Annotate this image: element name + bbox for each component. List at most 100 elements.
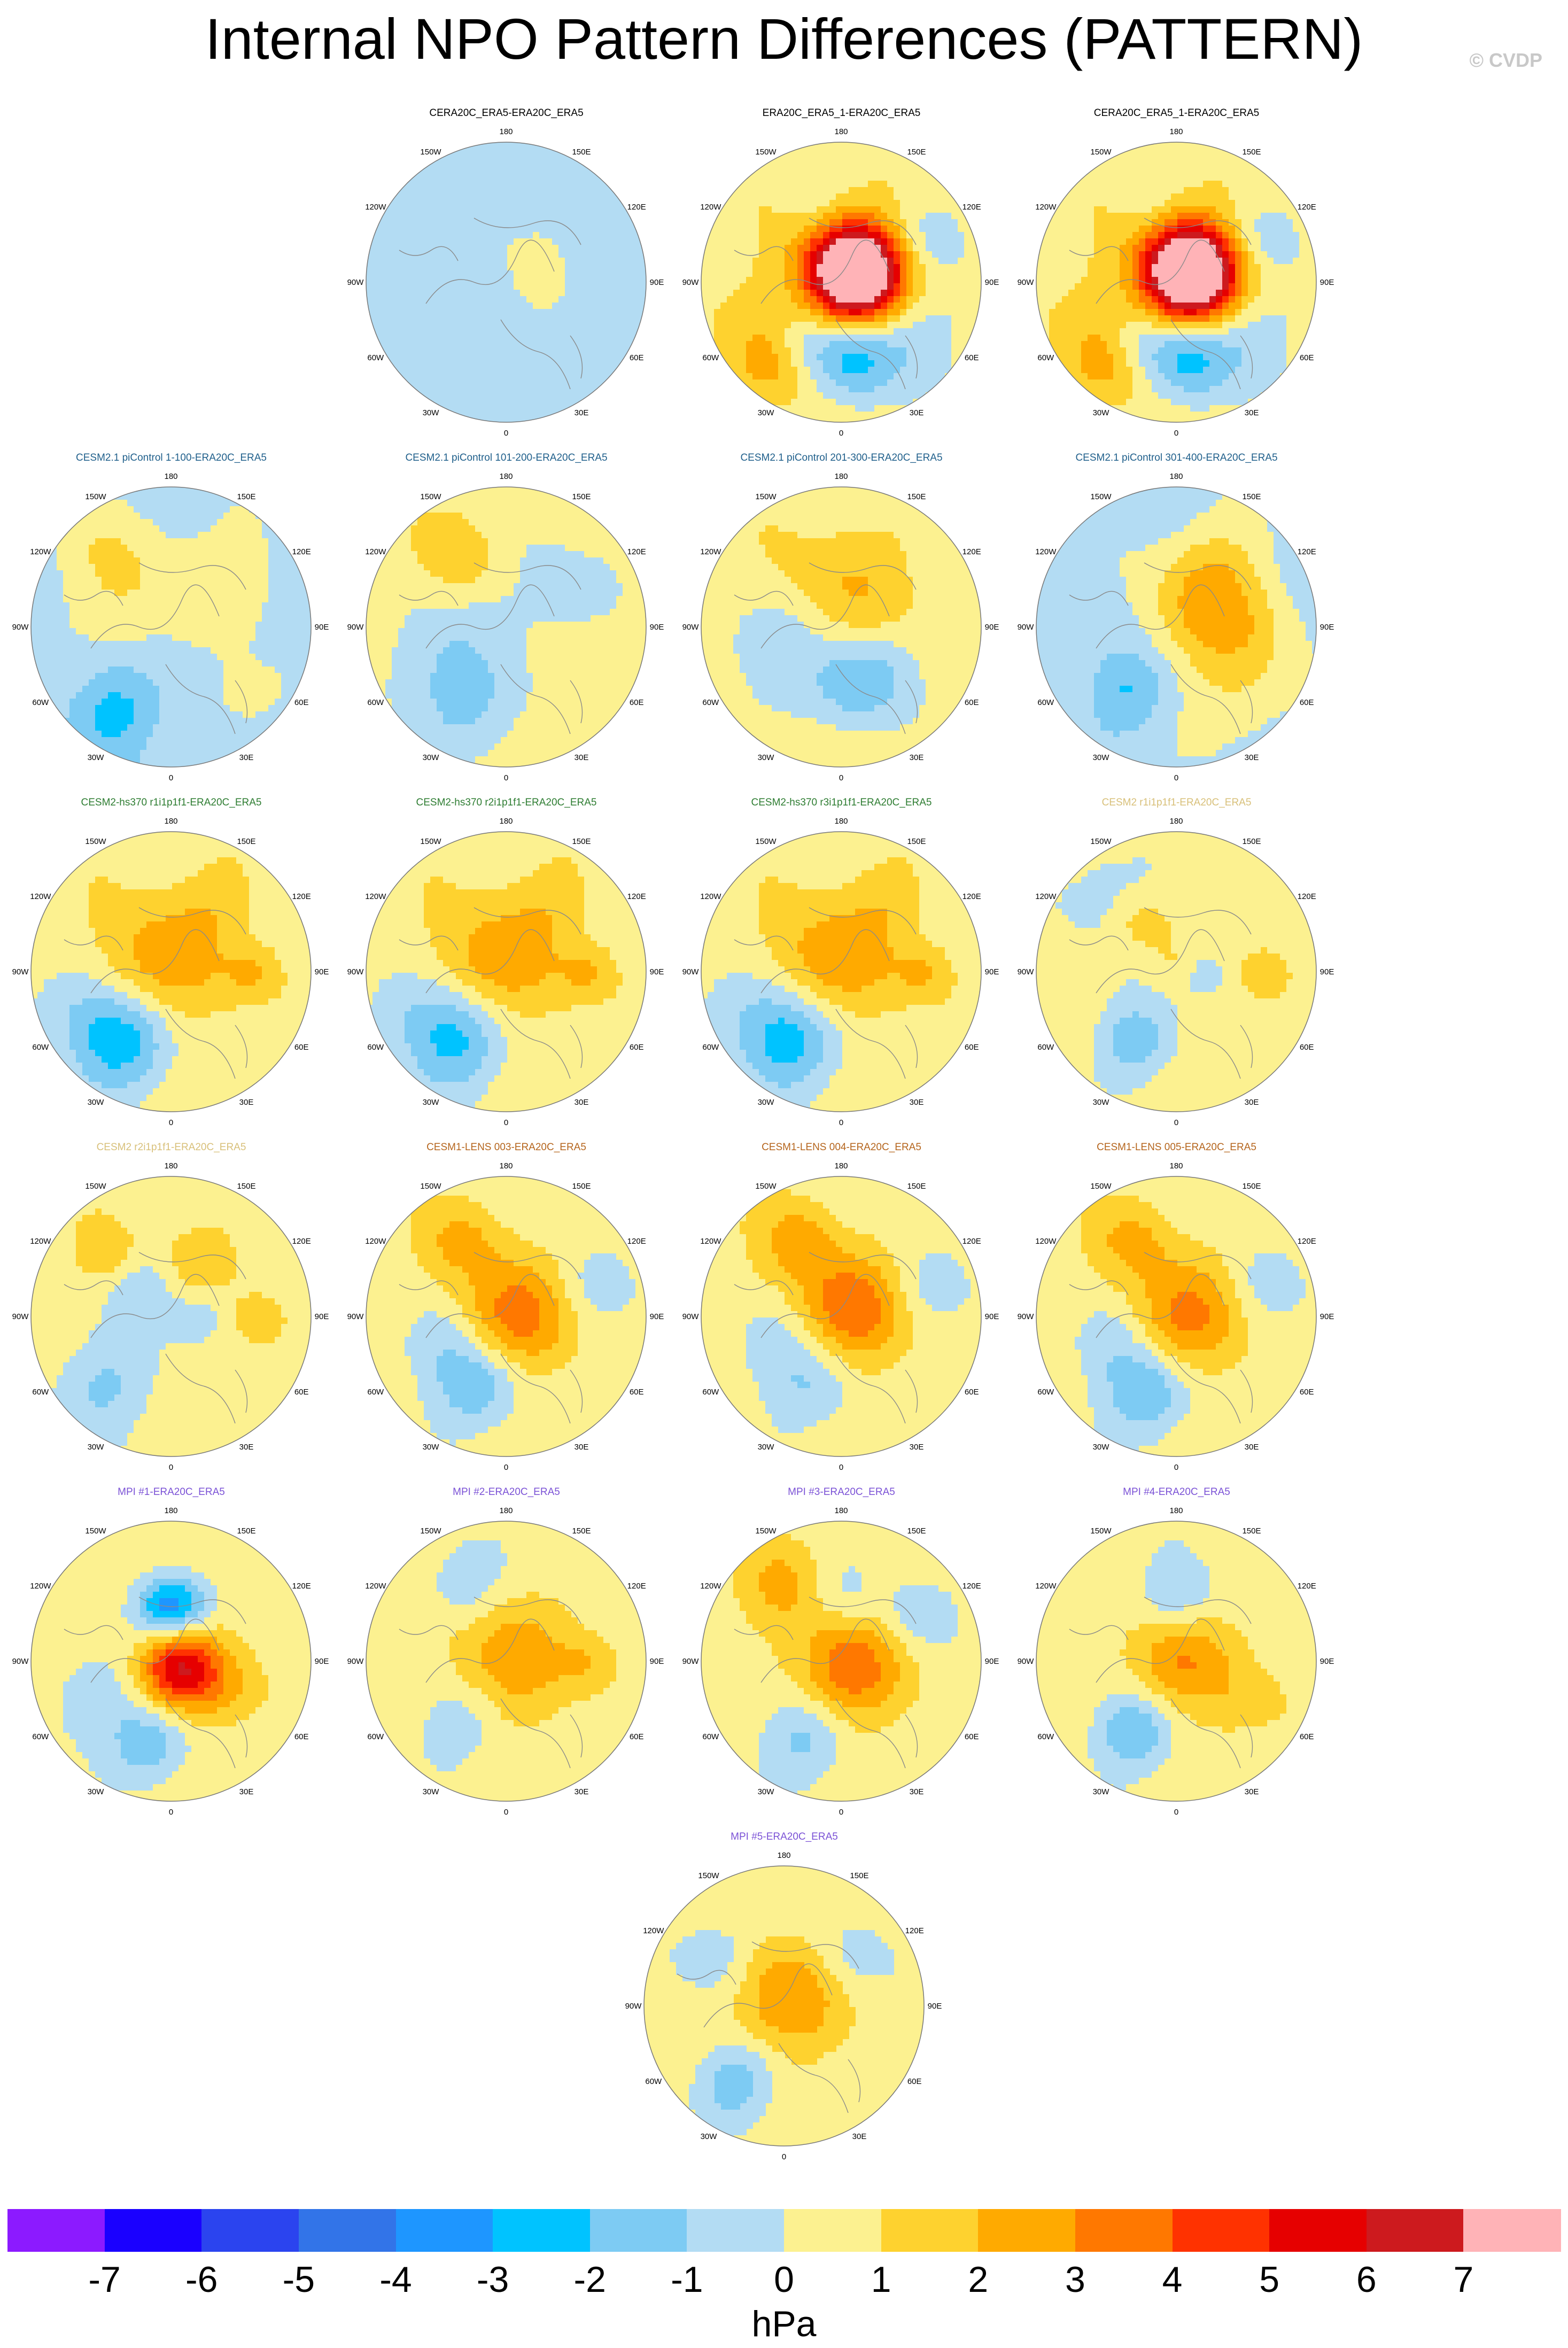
- longitude-label: 120W: [700, 547, 721, 556]
- longitude-label: 60E: [965, 698, 979, 707]
- longitude-label: 180: [1169, 1506, 1183, 1515]
- longitude-label: 120E: [292, 1582, 311, 1591]
- longitude-label: 30E: [239, 753, 254, 762]
- longitude-label: 150W: [1090, 1526, 1112, 1536]
- longitude-label: 60E: [965, 1388, 979, 1397]
- longitude-label: 0: [1174, 773, 1178, 782]
- longitude-label: 60W: [32, 1043, 49, 1052]
- map-panel: CESM2 r2i1p1f1-ERA20C_ERA5 180 150E 120E 90E…: [4, 1141, 339, 1478]
- longitude-label: 180: [164, 1161, 177, 1171]
- colorbar-box: [298, 2209, 396, 2252]
- field-cells: [701, 1176, 981, 1456]
- longitude-label: 30E: [575, 753, 589, 762]
- panel-title: CERA20C_ERA5_1-ERA20C_ERA5: [1009, 107, 1344, 120]
- longitude-label: 120W: [1035, 203, 1057, 212]
- longitude-label: 30W: [88, 753, 105, 762]
- longitude-label: 60W: [367, 698, 384, 707]
- longitude-label: 90E: [650, 967, 664, 977]
- map-panel: CESM2-hs370 r2i1p1f1-ERA20C_ERA5 180 150E 1…: [339, 796, 674, 1133]
- colorbar-box: [104, 2209, 202, 2252]
- longitude-label: 60W: [702, 1388, 719, 1397]
- colorbar-tick-label: 5: [1237, 2258, 1301, 2301]
- longitude-label: 120E: [962, 892, 981, 901]
- colorbar-tick-label: 4: [1140, 2258, 1205, 2301]
- polar-map: 180 150E 120E 90E 60E 30E 0 30W 60W 90W 120W 150W: [682, 1161, 999, 1472]
- longitude-label: 180: [499, 472, 513, 481]
- longitude-label: 180: [499, 1506, 513, 1515]
- longitude-label: 60E: [294, 1732, 309, 1741]
- map-boundary: [701, 831, 982, 1112]
- map-panel: MPI #5-ERA20C_ERA5 180 150E 120E 90E 60E 30E 0 3…: [617, 1831, 952, 2167]
- map-panel: MPI #1-ERA20C_ERA5 180 150E 120E 90E 60E 30E 0 3…: [4, 1486, 339, 1823]
- longitude-label: 60W: [367, 1043, 384, 1052]
- longitude-label: 0: [839, 1463, 843, 1472]
- longitude-label: 0: [169, 773, 173, 782]
- longitude-label: 60E: [630, 698, 644, 707]
- panel-title: MPI #4-ERA20C_ERA5: [1009, 1486, 1344, 1499]
- longitude-label: 90E: [650, 623, 664, 632]
- longitude-label: 150W: [755, 1526, 777, 1536]
- longitude-label: 150E: [1242, 1526, 1261, 1536]
- longitude-label: 0: [839, 1118, 843, 1127]
- longitude-label: 30W: [88, 1443, 105, 1452]
- longitude-label: 120E: [1298, 892, 1316, 901]
- colorbar-units-label: hPa: [0, 2303, 1568, 2345]
- longitude-label: 120E: [627, 892, 646, 901]
- longitude-label: 90W: [347, 967, 364, 977]
- longitude-label: 150W: [1090, 148, 1112, 157]
- field-cells: [1036, 832, 1316, 1112]
- colorbar-tick-label: -6: [169, 2258, 234, 2301]
- polar-map: 180 150E 120E 90E 60E 30E 0 30W 60W 90W 120W 150W: [682, 1506, 999, 1817]
- longitude-label: 90E: [985, 1657, 999, 1666]
- longitude-label: 30E: [1245, 1443, 1259, 1452]
- longitude-label: 150W: [755, 148, 777, 157]
- map-boundary: [30, 486, 312, 768]
- longitude-label: 120W: [30, 1237, 51, 1246]
- polar-map: 180 150E 120E 90E 60E 30E 0 30W 60W 90W 120W 150W: [12, 1161, 329, 1472]
- panel-title: CESM2.1 piControl 201-300-ERA20C_ERA5: [674, 452, 1009, 464]
- polar-map: 180 150E 120E 90E 60E 30E 0 30W 60W 90W 120W 150W: [682, 817, 999, 1127]
- longitude-label: 30E: [239, 1787, 254, 1796]
- longitude-label: 60W: [367, 1388, 384, 1397]
- panel-title: ERA20C_ERA5_1-ERA20C_ERA5: [674, 107, 1009, 120]
- longitude-label: 120W: [700, 1237, 721, 1246]
- longitude-label: 150E: [572, 1182, 591, 1191]
- longitude-label: 30W: [1093, 1098, 1110, 1107]
- longitude-label: 90W: [682, 623, 700, 632]
- map-panel: MPI #3-ERA20C_ERA5 180 150E 120E 90E 60E 30E 0 3…: [674, 1486, 1009, 1823]
- figure-title: Internal NPO Pattern Differences (PATTER…: [0, 7, 1568, 71]
- longitude-label: 90E: [1320, 623, 1334, 632]
- longitude-label: 120W: [365, 892, 386, 901]
- longitude-label: 60W: [702, 353, 719, 362]
- longitude-label: 30W: [1093, 408, 1110, 417]
- longitude-label: 120W: [1035, 1237, 1057, 1246]
- map-panel: CESM2-hs370 r1i1p1f1-ERA20C_ERA5 180 150E 1…: [4, 796, 339, 1133]
- colorbar-box: [1075, 2209, 1173, 2252]
- longitude-label: 60W: [1037, 1388, 1054, 1397]
- longitude-label: 150E: [1242, 837, 1261, 846]
- polar-map: 180 150E 120E 90E 60E 30E 0 30W 60W 90W 120W 150W: [347, 817, 664, 1127]
- longitude-label: 150E: [907, 492, 926, 501]
- longitude-label: 60E: [1300, 1388, 1314, 1397]
- map-panel: CESM2-hs370 r3i1p1f1-ERA20C_ERA5 180 150E 1…: [674, 796, 1009, 1133]
- longitude-label: 120W: [30, 547, 51, 556]
- longitude-label: 90W: [682, 1312, 700, 1321]
- longitude-label: 90E: [1320, 1657, 1334, 1666]
- longitude-label: 0: [839, 1808, 843, 1817]
- longitude-label: 60W: [1037, 698, 1054, 707]
- longitude-label: 90E: [985, 278, 999, 287]
- colorbar-box: [978, 2209, 1076, 2252]
- polar-map: 180 150E 120E 90E 60E 30E 0 30W 60W 90W 120W 150W: [1018, 472, 1334, 782]
- longitude-label: 150E: [907, 837, 926, 846]
- map-boundary: [643, 1865, 925, 2146]
- longitude-label: 120E: [1298, 203, 1316, 212]
- longitude-label: 180: [834, 472, 848, 481]
- colorbar-box: [687, 2209, 785, 2252]
- longitude-label: 60E: [965, 1732, 979, 1741]
- longitude-label: 60W: [1037, 1043, 1054, 1052]
- longitude-label: 90E: [985, 623, 999, 632]
- longitude-label: 90E: [1320, 278, 1334, 287]
- longitude-label: 60E: [294, 1388, 309, 1397]
- longitude-label: 90W: [12, 1312, 29, 1321]
- longitude-label: 30E: [910, 1443, 924, 1452]
